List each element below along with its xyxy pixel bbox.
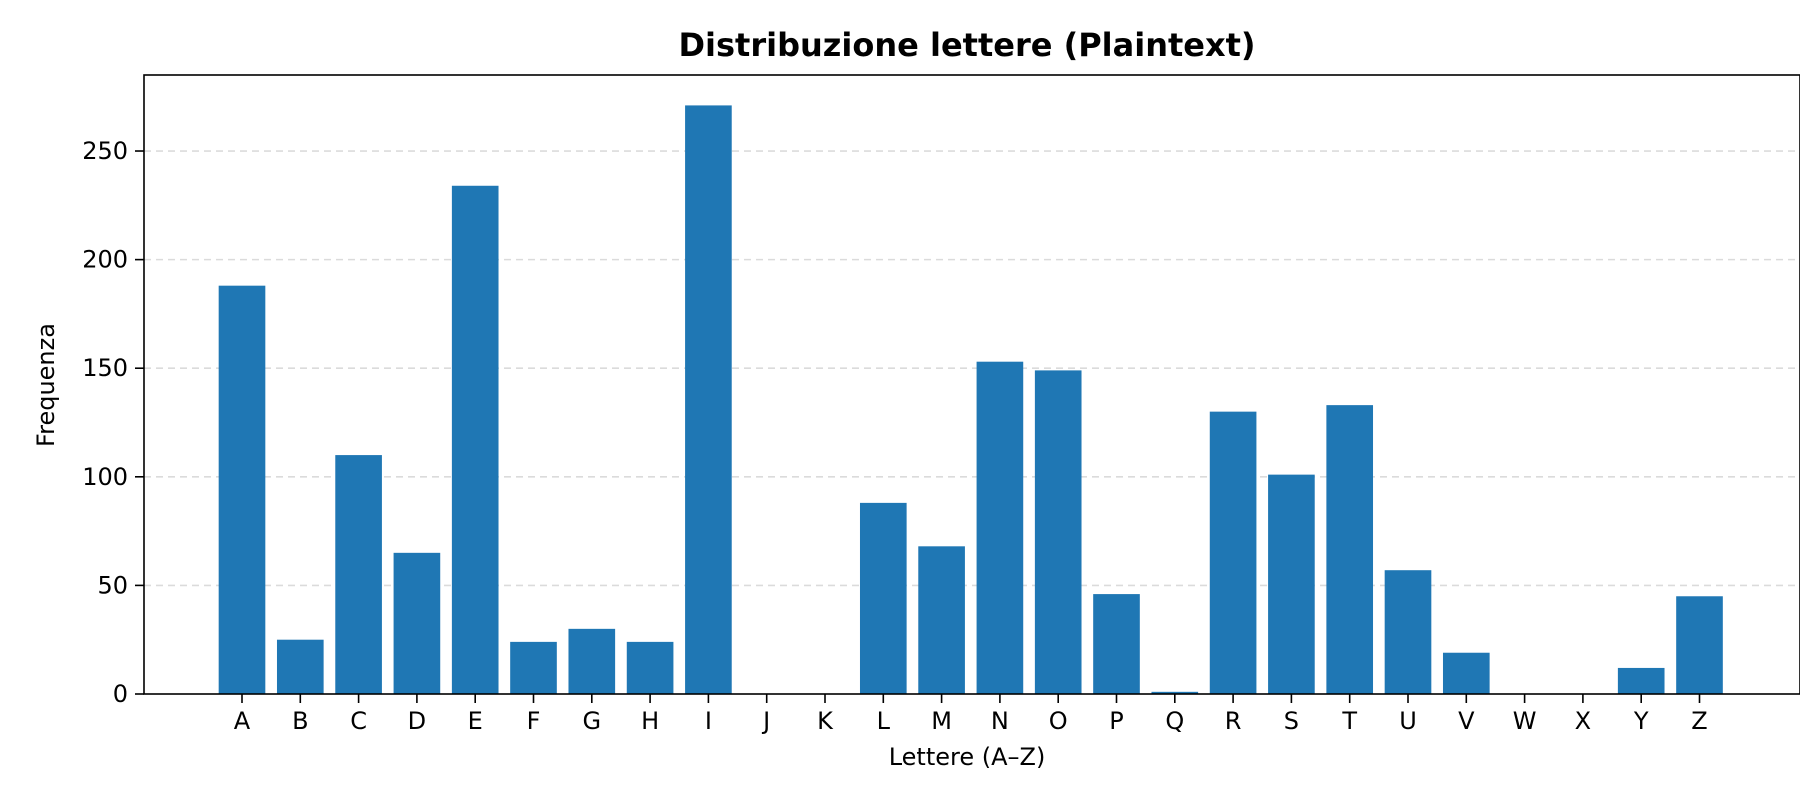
bar-v: [1442, 652, 1490, 694]
x-tick-label: E: [468, 707, 483, 735]
bar-c: [335, 455, 382, 694]
y-tick-label: 150: [82, 354, 128, 382]
bar-z: [1676, 596, 1723, 694]
bar-e: [451, 185, 499, 694]
x-tick-label: P: [1109, 707, 1123, 735]
bar-i: [685, 105, 732, 694]
bar-q: [1151, 691, 1199, 694]
x-tick-label: I: [705, 707, 712, 735]
bar-t: [1326, 405, 1374, 694]
x-tick-label: W: [1513, 707, 1537, 735]
x-tick-label: H: [641, 707, 659, 735]
bar-y: [1617, 667, 1665, 694]
x-tick-label: Y: [1633, 707, 1649, 735]
x-tick-label: F: [527, 707, 541, 735]
chart-title: Distribuzione lettere (Plaintext): [678, 26, 1255, 64]
x-tick-label: C: [350, 707, 367, 735]
y-tick-label: 250: [82, 137, 128, 165]
x-tick-label: G: [582, 707, 601, 735]
x-tick-label: L: [877, 707, 891, 735]
y-tick-label: 50: [97, 571, 128, 599]
bar-u: [1384, 570, 1432, 694]
x-tick-label: K: [817, 707, 834, 735]
x-axis-label: Lettere (A–Z): [889, 743, 1046, 771]
bar-l: [859, 502, 907, 694]
y-axis: 0 50 100 150 200 250: [82, 137, 144, 708]
x-tick-label: O: [1049, 707, 1068, 735]
x-tick-label: X: [1575, 707, 1591, 735]
y-tick-label: 0: [113, 680, 128, 708]
x-tick-label: R: [1225, 707, 1242, 735]
x-tick-label: J: [761, 707, 770, 735]
x-tick-label: Q: [1165, 707, 1184, 735]
bar-d: [393, 552, 441, 694]
bar-f: [510, 641, 557, 694]
x-tick-label: U: [1399, 707, 1417, 735]
y-tick-label: 100: [82, 463, 128, 491]
bars: [218, 105, 1723, 694]
x-tick-label: A: [234, 707, 251, 735]
x-axis: A B C D E F G H I J K L M N O P Q R S T U V W X Y Z: [234, 694, 1708, 735]
plot-frame: [143, 74, 1800, 695]
x-tick-label: B: [292, 707, 308, 735]
bar-h: [626, 641, 674, 694]
x-tick-label: D: [408, 707, 426, 735]
x-tick-label: N: [991, 707, 1009, 735]
bar-s: [1268, 474, 1315, 694]
x-tick-label: Z: [1691, 707, 1707, 735]
x-tick-label: V: [1458, 707, 1475, 735]
bar-o: [1034, 370, 1082, 694]
x-tick-label: M: [931, 707, 952, 735]
bar-a: [218, 285, 266, 694]
bar-g: [568, 628, 616, 694]
bar-m: [918, 546, 965, 694]
x-tick-label: S: [1284, 707, 1299, 735]
x-tick-label: T: [1341, 707, 1357, 735]
bar-p: [1093, 594, 1140, 694]
bar-b: [276, 639, 324, 694]
y-tick-label: 200: [82, 246, 128, 274]
bar-r: [1209, 411, 1257, 694]
bar-n: [976, 361, 1024, 694]
y-axis-label: Frequenza: [32, 323, 60, 447]
